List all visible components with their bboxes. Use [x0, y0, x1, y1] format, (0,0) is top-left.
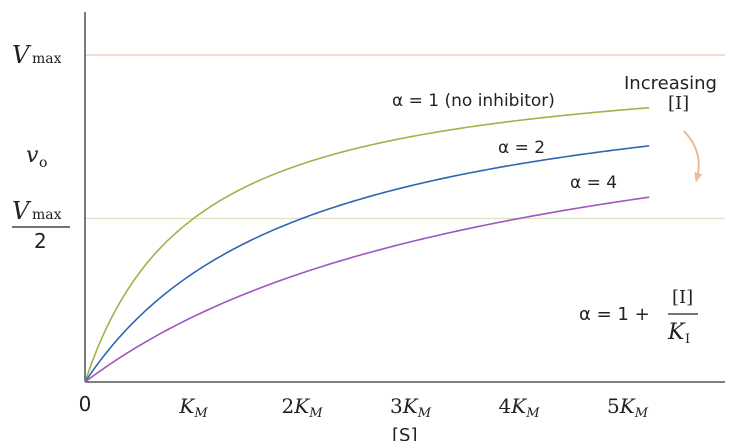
svg-text:KM: KM: [178, 394, 208, 421]
vo-subscript: o: [39, 155, 47, 171]
series-line-alpha-4: [84, 196, 650, 383]
svg-text:0: 0: [79, 392, 92, 416]
vmax-symbol: V: [12, 41, 32, 69]
series-label-alpha-2: α = 2: [498, 138, 545, 158]
formula-denominator-subscript: I: [685, 332, 690, 347]
x-tick-label-5: 5KM: [607, 394, 649, 421]
x-tick-label-4: 4KM: [499, 394, 541, 421]
vmax-subscript: max: [32, 51, 62, 67]
svg-text:2KM: 2KM: [282, 394, 324, 421]
vo-symbol: v: [26, 143, 39, 168]
x-tick-label-0: 0: [79, 392, 92, 416]
x-tick-label-2: 2KM: [282, 394, 324, 421]
annotation-line1: Increasing: [624, 73, 717, 94]
series-line-alpha-2: [84, 145, 650, 383]
half-vmax-symbol: V: [12, 197, 32, 225]
x-axis-label: [S]: [392, 425, 417, 441]
increasing-arrow-icon: [683, 130, 703, 183]
x-tick-label-3: 3KM: [390, 394, 432, 421]
series-line-alpha-1: [84, 106, 650, 383]
vmax-label: V max: [12, 41, 62, 69]
formula-lhs: α = 1 +: [579, 304, 650, 325]
y-axis-label: v o: [26, 143, 47, 171]
svg-text:4KM: 4KM: [499, 394, 541, 421]
x-tick-label-1: KM: [178, 394, 208, 421]
x-tick-labels: 0 KM 2KM 3KM 4KM 5KM: [79, 392, 649, 421]
half-vmax-denominator: 2: [34, 229, 47, 253]
formula-denominator-symbol: K: [667, 320, 686, 345]
svg-text:5KM: 5KM: [607, 394, 649, 421]
series-label-alpha-4: α = 4: [570, 173, 617, 193]
svg-text:3KM: 3KM: [390, 394, 432, 421]
alpha-formula: α = 1 + [I] K I: [579, 287, 698, 347]
half-vmax-subscript: max: [32, 207, 62, 223]
half-vmax-label: V max 2: [12, 197, 70, 253]
increasing-inhibitor-annotation: Increasing [I]: [624, 73, 717, 183]
reference-lines: [85, 54, 725, 220]
series-label-alpha-1: α = 1 (no inhibitor): [392, 91, 555, 111]
formula-numerator: [I]: [672, 287, 693, 308]
annotation-line2: [I]: [668, 93, 689, 114]
series-curves: [84, 106, 650, 383]
